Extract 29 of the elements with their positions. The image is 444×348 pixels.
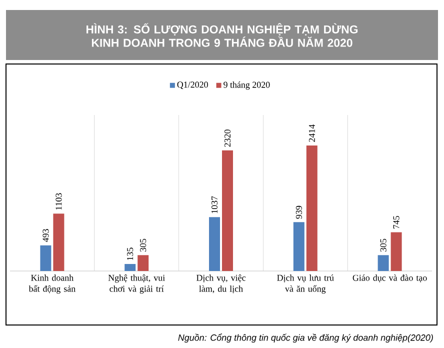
data-label: 1037 — [211, 196, 218, 214]
data-label: 939 — [296, 206, 302, 219]
data-label: 305 — [140, 238, 146, 252]
bar — [222, 150, 233, 271]
text: Nguồn: Cổng thông tin quốc gia về đăng ký doanh nghiệp(2020) — [178, 333, 433, 343]
bar — [306, 145, 318, 271]
bar — [209, 217, 220, 271]
data-label: 493 — [42, 229, 49, 242]
legend-label: Q1/2020 — [177, 82, 208, 90]
bar — [124, 264, 136, 271]
x-tick-label: Dịch vụ, việc làm, du lịch — [196, 274, 246, 294]
data-label: 745 — [393, 216, 400, 228]
data-label: 305 — [380, 238, 386, 252]
bar — [293, 222, 304, 271]
bar — [53, 214, 64, 271]
chart-title: HÌNH 3: SỐ LƯỢNG DOANH NGHIỆP TẠM DỪNG KINH DOANH TRONG 9 THÁNG ĐẦU NĂM 2020 — [86, 23, 358, 47]
data-label: 2414 — [308, 124, 315, 142]
legend-label: 9 tháng 2020 — [224, 81, 270, 90]
x-tick-label: Kinh doanh bất động sản — [28, 274, 76, 294]
bar — [378, 255, 389, 271]
data-label: 1103 — [56, 193, 62, 210]
bar — [40, 245, 52, 271]
bar — [390, 232, 402, 271]
data-label: 2320 — [224, 130, 231, 147]
x-tick-label: Giáo dục và đào tạo — [352, 274, 427, 282]
data-label: 135 — [127, 248, 134, 260]
bar — [138, 255, 149, 271]
x-tick-label: Nghệ thuật, vui chơi và giải trí — [108, 274, 165, 294]
x-tick-label: Dịch vụ lưu trú và ăn uống — [277, 274, 334, 294]
